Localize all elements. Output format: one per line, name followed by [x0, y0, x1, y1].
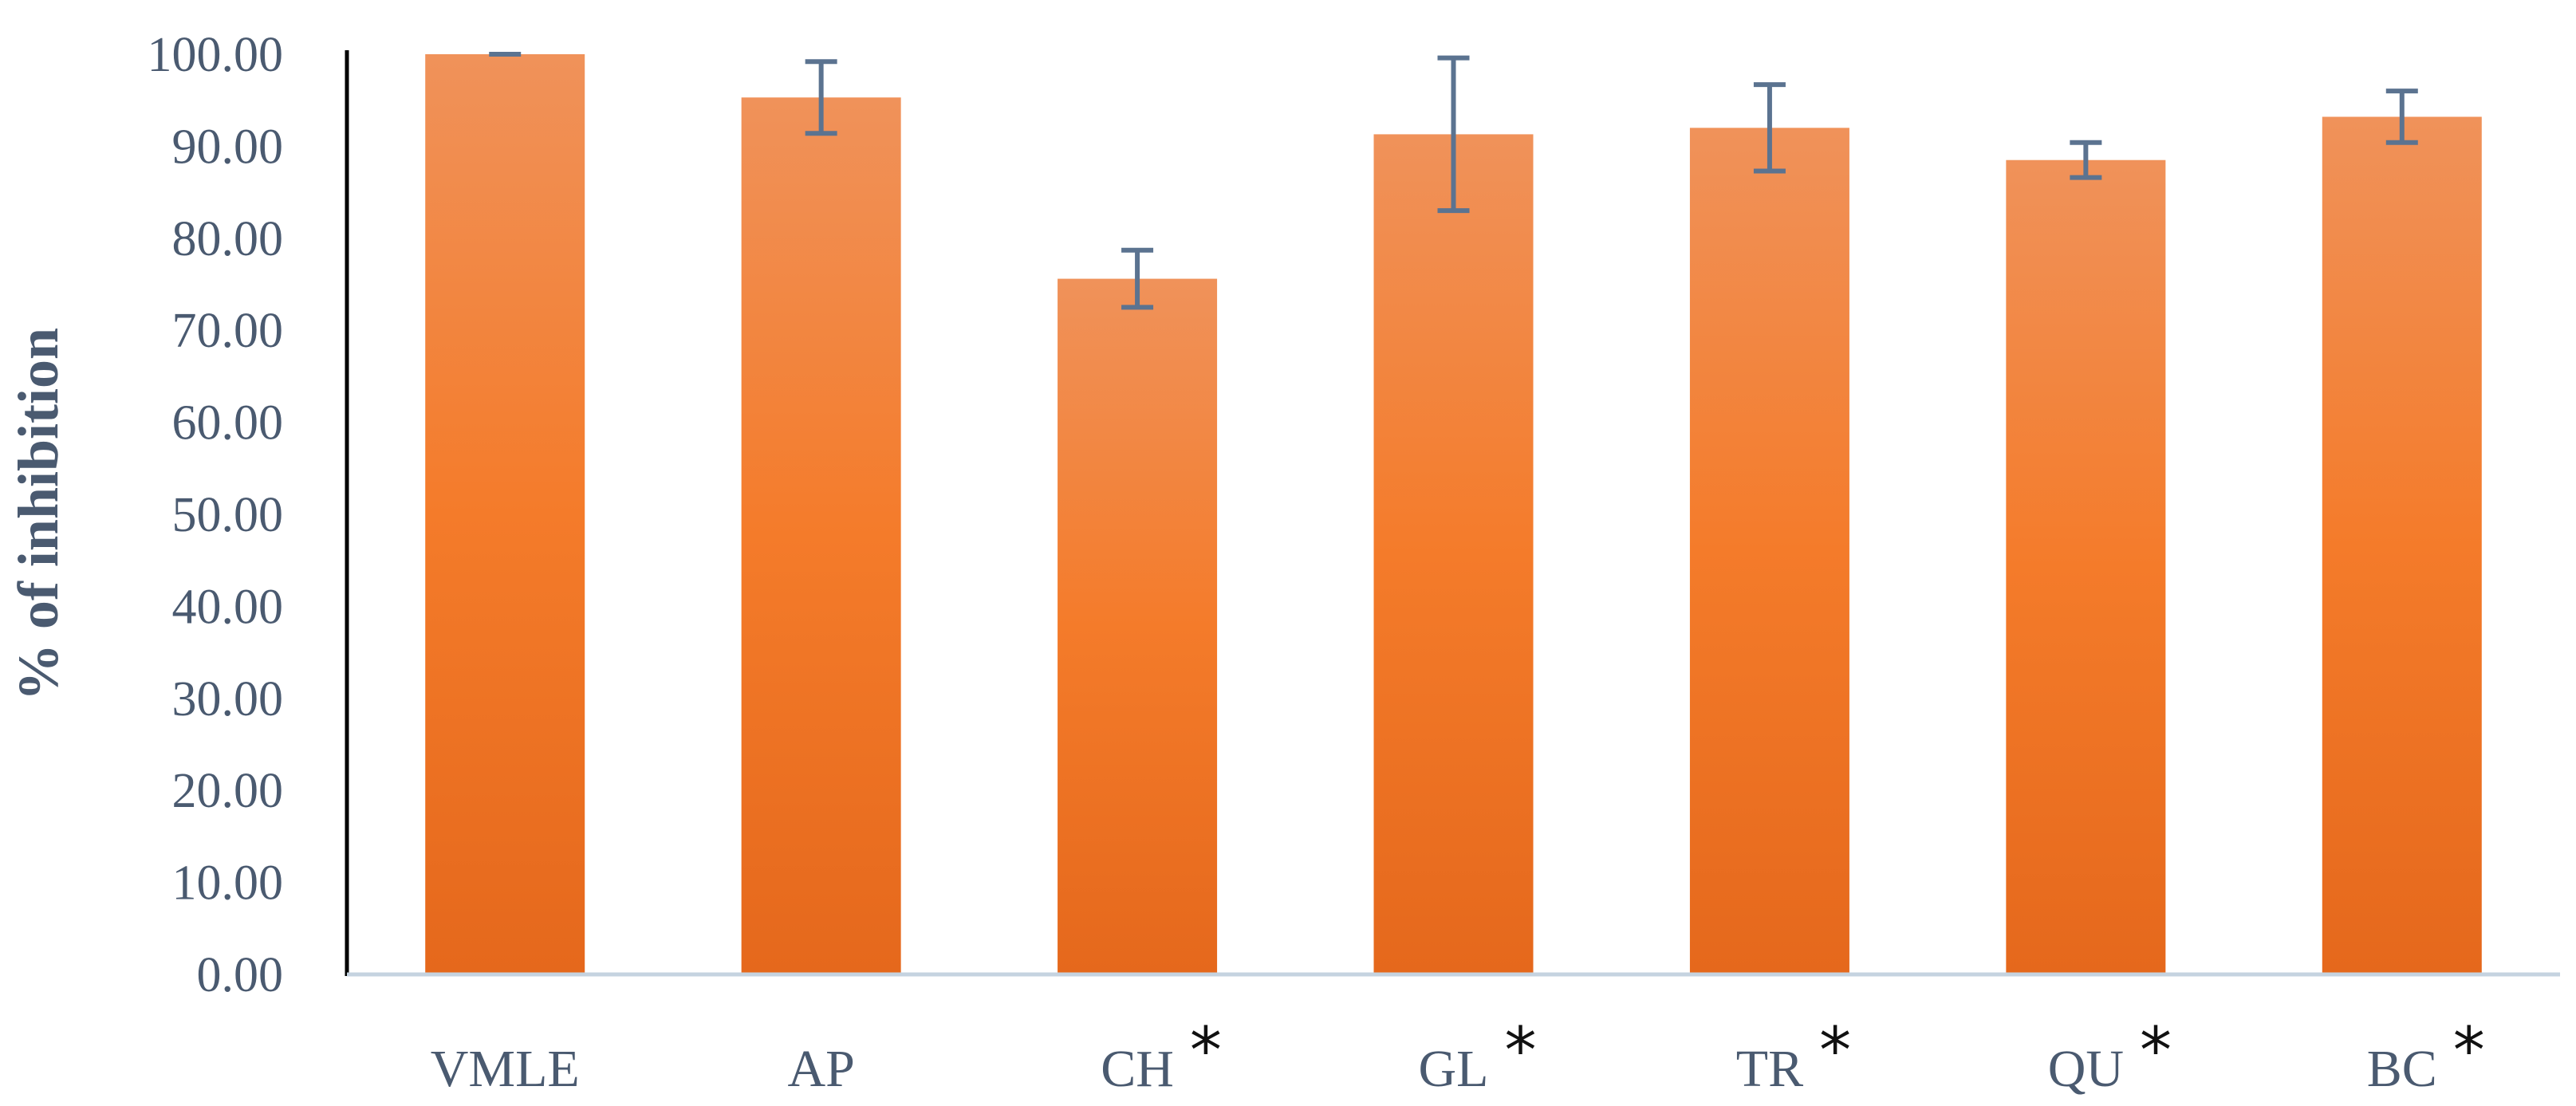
bar-qu: [2006, 159, 2166, 974]
y-tick-label: 90.00: [172, 120, 284, 174]
x-category-label: VMLE: [431, 1040, 580, 1098]
x-axis-categories: VMLE AP CH * GL * TR * QU * BC *: [431, 1014, 2485, 1098]
axes: [345, 50, 2560, 977]
bars: [425, 54, 2482, 975]
significance-marker: *: [2453, 1014, 2485, 1088]
significance-marker: *: [2140, 1014, 2172, 1088]
error-bars: [489, 52, 2418, 310]
significance-marker: *: [1819, 1014, 1851, 1088]
bar-vmle: [425, 54, 585, 974]
y-tick-label: 10.00: [172, 856, 284, 911]
bar-tr: [1689, 128, 1849, 974]
significance-marker: *: [1190, 1014, 1222, 1088]
y-axis-ticks: 0.00 10.00 20.00 30.00 40.00 50.00 60.00 70.00 8…: [148, 28, 284, 1002]
y-tick-label: 40.00: [172, 580, 284, 634]
error-bar-bc: [2385, 89, 2418, 145]
y-axis-title: % of inhibition: [6, 328, 70, 701]
y-tick-label: 100.00: [148, 28, 284, 82]
x-category-label: QU: [2048, 1040, 2124, 1098]
bar-ap: [741, 97, 901, 974]
error-bar-ap: [805, 59, 837, 136]
error-bar-gl: [1437, 55, 1470, 214]
y-tick-label: 0.00: [197, 948, 284, 1002]
error-bar-qu: [2070, 140, 2102, 180]
y-tick-label: 80.00: [172, 212, 284, 266]
y-tick-label: 50.00: [172, 488, 284, 542]
significance-marker: *: [1504, 1014, 1536, 1088]
x-category-label: AP: [787, 1040, 854, 1098]
y-tick-label: 30.00: [172, 672, 284, 726]
bar-gl: [1373, 134, 1534, 975]
bar-ch: [1058, 278, 1218, 974]
x-category-label: GL: [1419, 1040, 1489, 1098]
error-bar-ch: [1121, 247, 1154, 310]
bar-bc: [2322, 116, 2482, 974]
y-tick-label: 20.00: [172, 764, 284, 818]
x-category-label: BC: [2367, 1040, 2437, 1098]
x-category-label: CH: [1101, 1040, 1174, 1098]
y-tick-label: 60.00: [172, 396, 284, 451]
axis-titles: % of inhibition: [6, 328, 70, 701]
y-tick-label: 70.00: [172, 304, 284, 358]
x-category-label: TR: [1736, 1040, 1803, 1098]
error-bar-tr: [1753, 82, 1786, 174]
